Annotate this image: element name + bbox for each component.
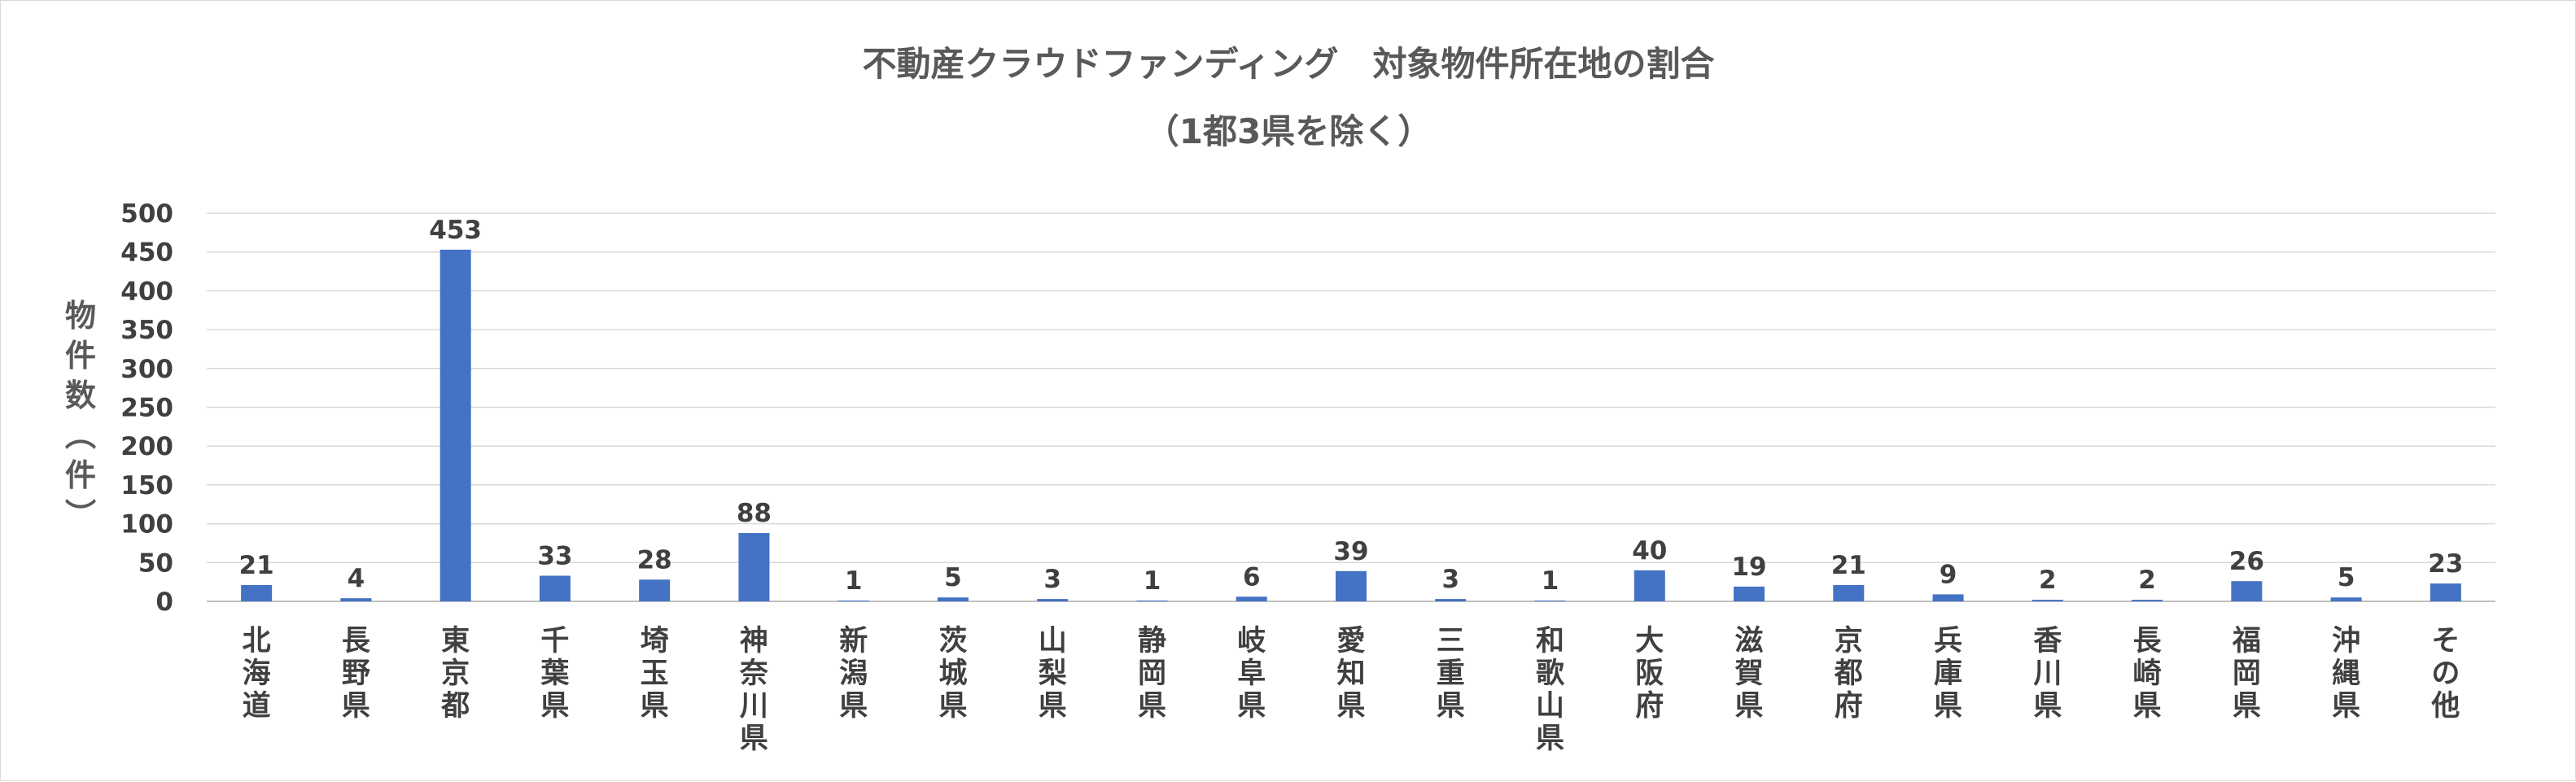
bar [2330,597,2362,601]
bar [2031,600,2063,601]
x-tick-label: 北海道 [243,625,271,723]
data-label: 40 [1632,536,1667,566]
x-tick-label: 福岡県 [2232,625,2261,723]
data-label: 2 [2138,566,2156,595]
x-tick-label: 兵庫県 [1934,625,1962,723]
data-label: 28 [637,545,672,574]
data-label: 26 [2229,547,2264,576]
x-tick-label: 滋賀県 [1735,625,1764,723]
y-axis-label: 物件数︵件︶ [65,298,96,533]
x-tick-label: 山梨県 [1039,625,1067,723]
data-label: 6 [1243,562,1261,592]
data-label: 88 [737,499,772,528]
x-tick-label: 愛知県 [1336,625,1365,723]
bar [1336,570,1367,601]
x-axis-categories: 北海道 長野県 東京都 千葉県 埼玉県 神奈川県 新潟県 茨城県 山梨県 静岡県 岐阜県 愛知県 三重県… [243,624,2460,755]
x-tick-label: 東京都 [440,625,470,723]
x-tick-label: 千葉県 [540,625,570,723]
bars [241,249,2461,601]
data-label: 3 [1441,565,1459,594]
x-tick-label: 沖縄県 [2332,625,2360,723]
y-tick-label: 150 [120,471,173,500]
y-axis-title: 物件数︵件︶ [65,298,96,533]
data-label: 19 [1731,553,1766,582]
bar [340,598,372,601]
y-tick-label: 200 [120,432,173,461]
bar [738,533,770,601]
bar [2132,600,2163,601]
bar [1833,584,1865,601]
bar [1236,596,1267,601]
bar [2429,583,2461,601]
x-tick-label: 三重県 [1437,625,1465,723]
bar [937,597,969,601]
data-label: 453 [429,216,482,245]
x-tick-label: 京都府 [1834,624,1863,723]
bar [1932,594,1964,601]
chart-title: 不動産クラウドファンディング 対象物件所在地の割合 [862,44,1714,84]
y-tick-label: 400 [120,277,173,306]
data-label: 23 [2428,549,2463,579]
bar [539,575,571,601]
y-axis-ticks: 0 50 100 150 200 250 300 350 400 450 500 [120,199,173,617]
bar [440,249,471,601]
x-tick-label: 和歌山県 [1536,625,1565,755]
x-tick-label: 埼玉県 [641,625,669,723]
data-label: 3 [1043,565,1061,594]
bar [639,579,671,601]
y-tick-label: 350 [120,316,173,345]
data-label: 21 [239,551,274,580]
gridlines [207,212,2495,602]
data-label: 21 [1831,551,1866,580]
chart-subtitle: （1都3県を除く） [1145,111,1432,151]
x-tick-label: 茨城県 [938,625,967,723]
y-tick-label: 250 [120,394,173,423]
data-label: 1 [1542,566,1559,596]
x-tick-label: 香川県 [2033,625,2062,723]
x-tick-label: 長野県 [342,625,371,723]
y-tick-label: 0 [155,588,173,617]
x-tick-label: 新潟県 [839,625,868,723]
y-tick-label: 450 [120,238,173,268]
data-labels: 21 4 453 33 28 88 1 5 3 1 6 39 3 1 40 19 21 9 2 2 26 5 23 [239,216,2464,596]
bar [1734,586,1765,601]
data-label: 5 [2338,563,2355,592]
data-label: 1 [845,566,863,596]
y-tick-label: 300 [120,355,173,384]
data-label: 33 [537,542,572,571]
y-tick-label: 100 [120,510,173,540]
bar [241,584,273,601]
y-tick-label: 500 [120,199,173,229]
data-label: 1 [1144,566,1161,596]
x-tick-label: 岐阜県 [1237,625,1266,723]
x-tick-label: 大阪府 [1635,625,1664,723]
data-label: 39 [1333,537,1368,566]
bar [1634,570,1665,601]
data-label: 4 [348,564,365,593]
x-tick-label: 神奈川県 [739,625,768,755]
bar [2231,581,2263,601]
bar [1435,599,1467,601]
data-label: 5 [944,563,962,592]
data-label: 9 [1940,560,1957,589]
bar [1037,599,1069,601]
y-tick-label: 50 [138,548,173,578]
x-tick-label: 長崎県 [2133,625,2163,723]
x-tick-label: 静岡県 [1138,625,1166,723]
x-tick-label: その他 [2430,625,2460,723]
data-label: 2 [2039,566,2057,595]
